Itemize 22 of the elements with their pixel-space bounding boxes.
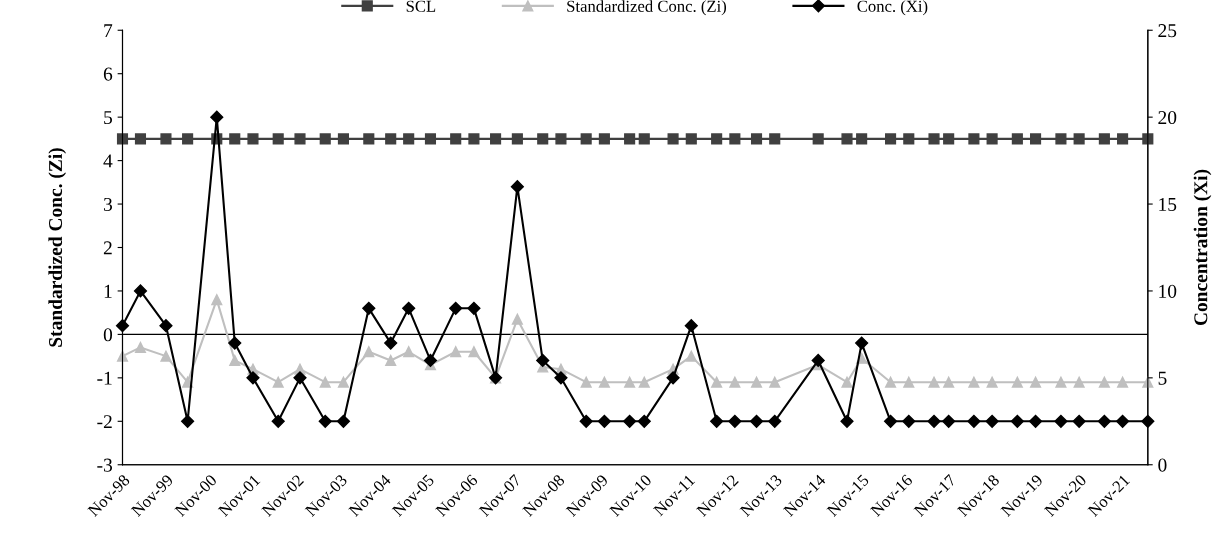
- y-tick-label: 5: [104, 111, 113, 125]
- y-tick-label: 4: [103, 154, 113, 168]
- y-axis-title: Standardized Conc. (Zi): [48, 148, 67, 347]
- legend-label: Conc. (Xi): [857, 0, 928, 16]
- y-tick-label: 1: [104, 284, 112, 298]
- legend-label: SCL: [406, 0, 436, 12]
- y-tick-label: 7: [104, 24, 113, 37]
- y-tick-label: 2: [103, 241, 112, 255]
- y2-tick-label: 5: [1158, 371, 1167, 385]
- y-tick-label: 3: [103, 197, 113, 211]
- y2-tick-label: 10: [1159, 284, 1177, 298]
- y-tick-label: -2: [97, 415, 112, 429]
- y2-tick-label: 0: [1158, 458, 1167, 472]
- y2-axis-title: Concentration (Xi): [1193, 169, 1212, 326]
- y-tick-label: -1: [97, 371, 112, 385]
- y-tick-label: 0: [103, 328, 113, 342]
- y2-tick-label: 25: [1158, 24, 1177, 38]
- legend-label: Standardized Conc. (Zi): [567, 0, 727, 16]
- y-tick-label: -3: [97, 458, 113, 472]
- y2-tick-label: 15: [1159, 197, 1177, 211]
- y2-tick-label: 20: [1158, 110, 1177, 125]
- y-tick-label: 6: [103, 67, 113, 81]
